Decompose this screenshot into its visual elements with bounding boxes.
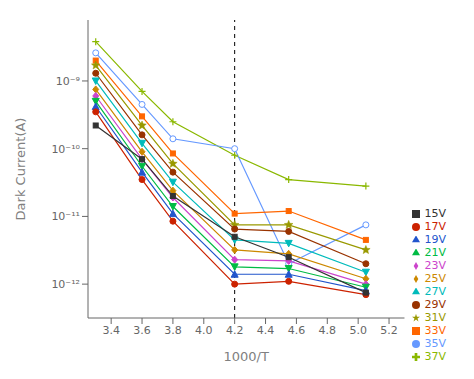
svg-text:5.0: 5.0: [349, 324, 367, 337]
svg-text:10⁻¹²: 10⁻¹²: [51, 278, 80, 291]
html-text:15V: 15V: [424, 207, 446, 220]
html-text:33V: 33V: [424, 324, 446, 337]
svg-text:3.4: 3.4: [102, 324, 120, 337]
svg-text:4.6: 4.6: [288, 324, 306, 337]
svg-text:10⁻⁹: 10⁻⁹: [56, 75, 80, 88]
html-text:25V: 25V: [424, 272, 446, 285]
svg-text:4.8: 4.8: [319, 324, 337, 337]
svg-text:4.0: 4.0: [195, 324, 213, 337]
html-text:23V: 23V: [424, 259, 446, 272]
svg-text:1000/T: 1000/T: [224, 349, 269, 364]
svg-text:Dark Current(A): Dark Current(A): [13, 118, 28, 221]
svg-text:4.4: 4.4: [257, 324, 275, 337]
html-text:19V: 19V: [424, 233, 446, 246]
html-text:21V: 21V: [424, 246, 446, 259]
svg-text:3.6: 3.6: [133, 324, 151, 337]
html-text:17V: 17V: [424, 220, 446, 233]
html-text:31V: 31V: [424, 311, 446, 324]
html-text:35V: 35V: [424, 337, 446, 350]
svg-text:10⁻¹¹: 10⁻¹¹: [51, 210, 80, 223]
svg-text:5.2: 5.2: [380, 324, 398, 337]
html-text:27V: 27V: [424, 285, 446, 298]
html-text:37V: 37V: [424, 350, 446, 363]
svg-text:3.8: 3.8: [164, 324, 182, 337]
html-text:29V: 29V: [424, 298, 446, 311]
svg-text:10⁻¹⁰: 10⁻¹⁰: [51, 143, 80, 156]
svg-text:4.2: 4.2: [226, 324, 244, 337]
